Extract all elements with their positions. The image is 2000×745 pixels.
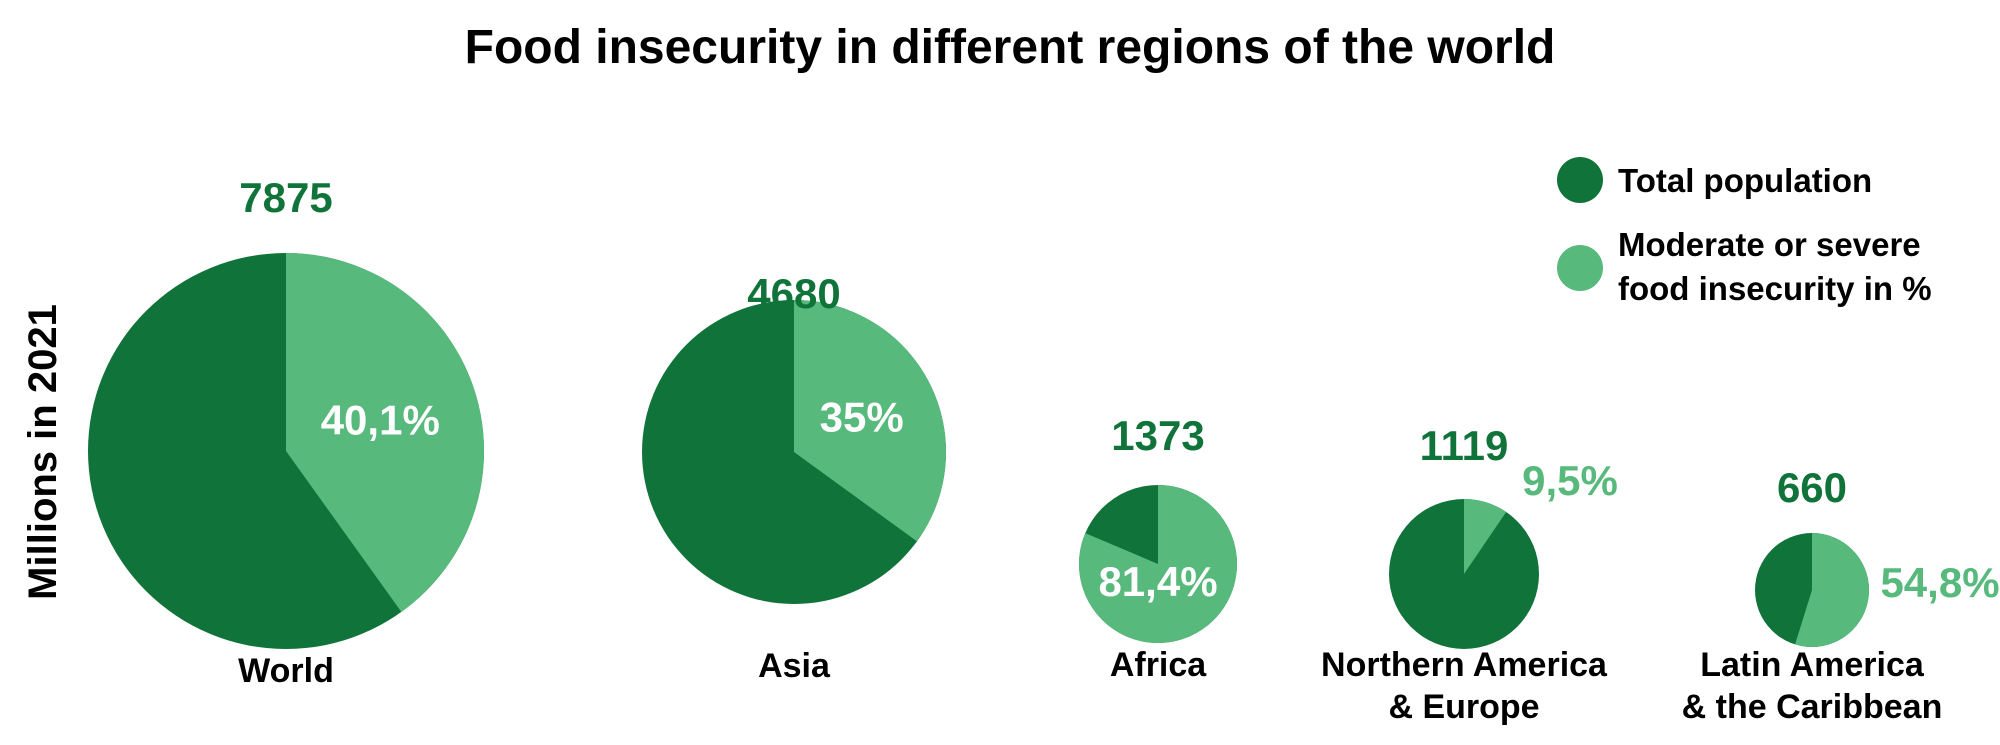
insecurity-percent-label: 40,1%	[321, 397, 440, 444]
legend: Total population Moderate or severe food i…	[1557, 157, 1932, 307]
total-population-label: 4680	[747, 270, 840, 317]
legend-swatch	[1557, 245, 1603, 291]
total-population-label: 660	[1777, 464, 1847, 511]
total-population-label: 1119	[1420, 422, 1509, 469]
pie-africa: 1373 81,4% Africa	[1079, 412, 1238, 684]
pie-slice-insecure	[1464, 499, 1507, 574]
chart-title: Food insecurity in different regions of …	[465, 21, 1556, 74]
pie-group: 7875 40,1% World 4680 35% Asia 1373 81,4% Africa…	[88, 174, 2000, 726]
pie-slice-insecure	[1795, 533, 1869, 647]
legend-swatch	[1557, 157, 1603, 203]
pie-world: 7875 40,1% World	[88, 174, 485, 690]
y-axis-label: Millions in 2021	[21, 304, 65, 600]
region-name-label: Latin America & the Caribbean	[1682, 646, 1943, 726]
insecurity-percent-label: 9,5%	[1522, 457, 1618, 504]
region-name-label: Northern America & Europe	[1321, 646, 1608, 726]
insecurity-percent-label: 35%	[820, 393, 904, 440]
region-name-label: World	[238, 652, 334, 690]
pie-northern-america: 1119 9,5% Northern America & Europe	[1321, 422, 1618, 726]
insecurity-percent-label: 81,4%	[1098, 558, 1217, 605]
legend-item: Total population	[1557, 157, 1872, 203]
total-population-label: 7875	[239, 174, 332, 221]
pie-asia: 4680 35% Asia	[642, 270, 946, 685]
legend-label: Moderate or severe food insecurity in %	[1618, 226, 1932, 307]
pie-slice-insecure	[1079, 485, 1238, 643]
insecurity-percent-label: 54,8%	[1880, 559, 1999, 606]
legend-label: Total population	[1618, 162, 1872, 199]
pie-slice-insecure	[794, 300, 946, 542]
total-population-label: 1373	[1111, 412, 1204, 459]
region-name-label: Africa	[1110, 646, 1207, 684]
pie-latin-america: 660 54,8% Latin America & the Caribbean	[1682, 464, 2000, 726]
region-name-label: Asia	[758, 647, 831, 685]
legend-item: Moderate or severe food insecurity in %	[1557, 226, 1932, 307]
pie-slice-insecure	[286, 253, 485, 612]
